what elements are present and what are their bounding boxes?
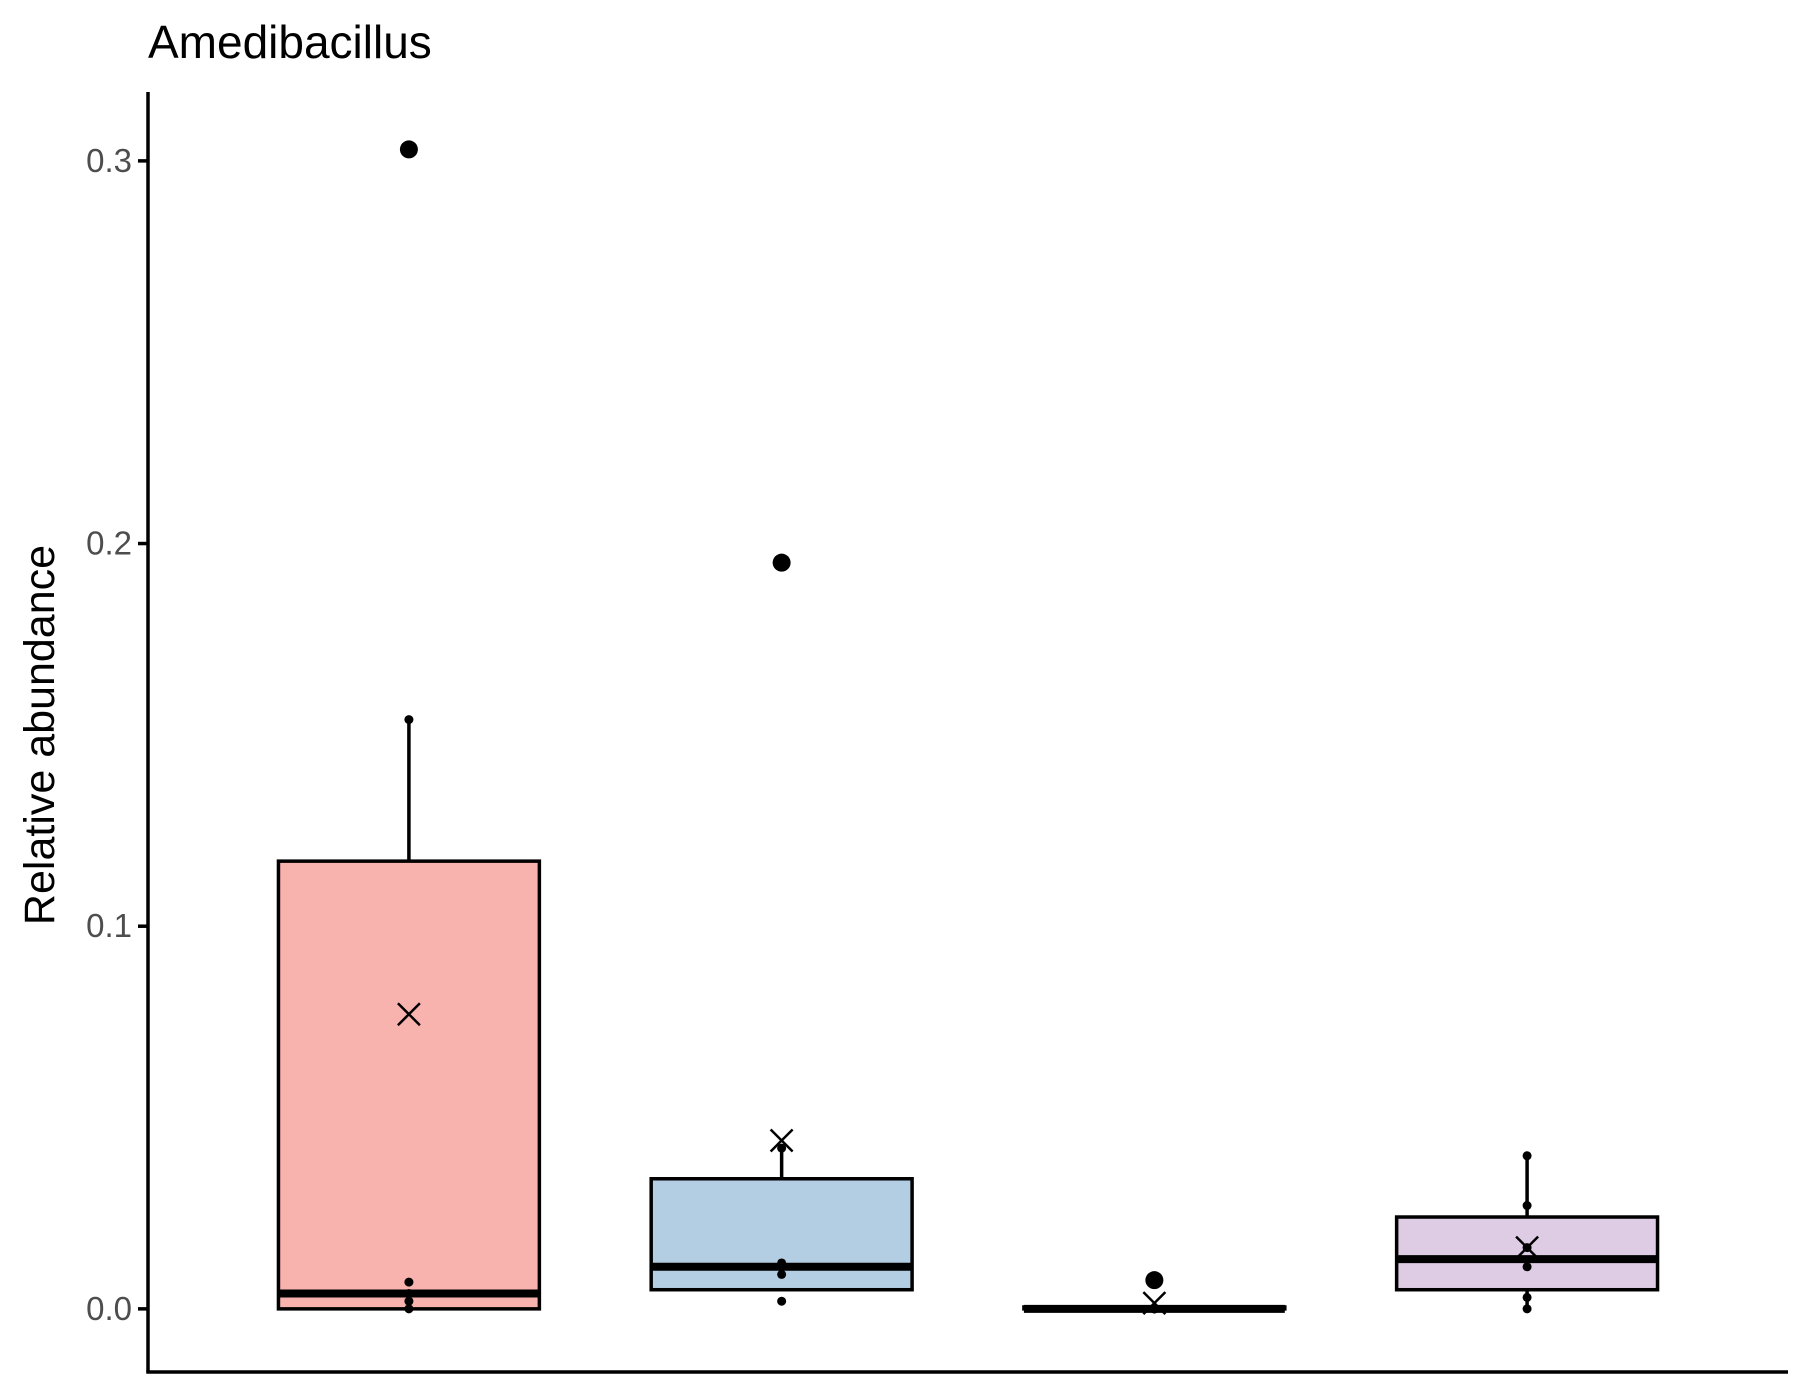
chart-title: Amedibacillus xyxy=(148,16,432,68)
box xyxy=(1394,1215,1660,1292)
box-group-2 xyxy=(649,553,914,1306)
data-point xyxy=(1522,1304,1532,1314)
y-tick-label: 0.3 xyxy=(86,142,132,179)
mean-marker xyxy=(769,1128,794,1153)
data-point xyxy=(777,558,787,568)
data-point xyxy=(1522,1151,1532,1161)
data-point xyxy=(404,715,414,725)
data-point xyxy=(404,1289,414,1299)
y-axis-label: Relative abundance xyxy=(16,545,64,925)
data-point xyxy=(404,1296,414,1306)
data-point xyxy=(1522,1292,1532,1302)
data-point xyxy=(1522,1262,1532,1272)
y-tick-label: 0.0 xyxy=(86,1290,132,1327)
data-point xyxy=(404,1304,414,1314)
data-point xyxy=(1522,1201,1532,1211)
mean-marker xyxy=(1515,1235,1539,1260)
box-group-3 xyxy=(1022,1271,1287,1316)
box-group-1 xyxy=(276,140,542,1314)
axes: 0.0 0.1 0.2 0.3 xyxy=(86,92,1788,1374)
data-point xyxy=(1149,1275,1159,1285)
data-point xyxy=(404,1277,414,1287)
plot-area xyxy=(276,140,1660,1316)
mean-marker xyxy=(397,1002,421,1027)
mean-marker xyxy=(1142,1291,1167,1316)
y-tick-label: 0.1 xyxy=(86,907,132,944)
data-point xyxy=(777,1143,787,1153)
data-point xyxy=(404,144,414,154)
data-point xyxy=(777,1269,787,1279)
data-point xyxy=(777,1258,787,1268)
box xyxy=(276,859,542,1311)
y-tick-label: 0.2 xyxy=(86,525,132,562)
data-point xyxy=(777,1296,787,1306)
box-group-4 xyxy=(1394,1151,1660,1314)
